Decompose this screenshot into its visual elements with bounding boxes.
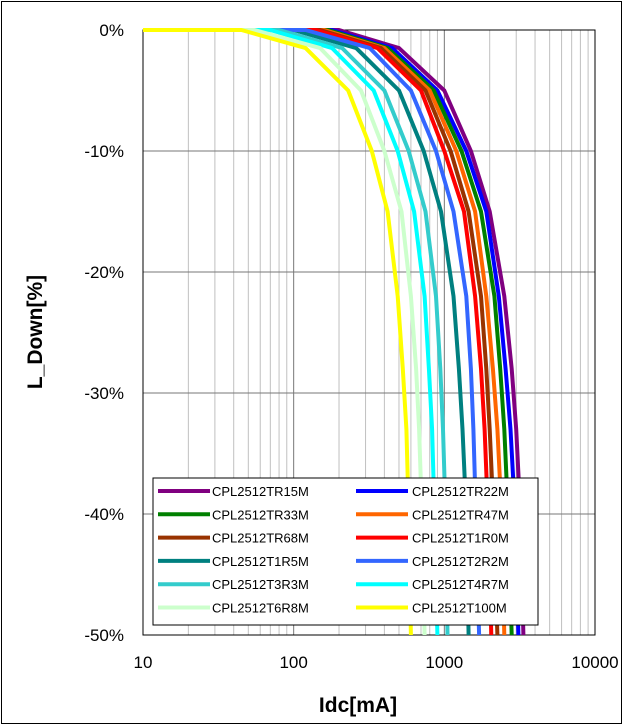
legend-label: CPL2512T2R2M xyxy=(412,554,509,569)
x-tick-label: 100 xyxy=(279,653,307,672)
x-axis-title: Idc[mA] xyxy=(319,694,397,717)
y-tick-label: -50% xyxy=(84,626,124,645)
x-tick-label: 1000 xyxy=(425,653,463,672)
series-line-CPL2512T6R8M xyxy=(143,28,427,636)
y-tick-labels: 0% -10% -20% -30% -40% -50% xyxy=(84,21,124,645)
y-tick-label: -20% xyxy=(84,263,124,282)
legend: CPL2512TR15M CPL2512TR22M CPL2512TR33M CPL2… xyxy=(152,477,539,626)
plot-border xyxy=(142,29,596,636)
legend-label: CPL2512TR15M xyxy=(212,484,309,499)
legend-label: CPL2512T100M xyxy=(412,601,507,616)
series-line-CPL2512T1R5M xyxy=(143,28,471,636)
x-tick-label: 10 xyxy=(134,653,153,672)
series-line-CPL2512T1R0M xyxy=(143,28,494,636)
series-layer xyxy=(143,28,526,636)
x-tick-labels: 10 100 1000 10000 xyxy=(134,653,619,672)
legend-label: CPL2512TR33M xyxy=(212,507,309,522)
legend-label: CPL2512T1R5M xyxy=(212,554,309,569)
y-tick-label: -30% xyxy=(84,384,124,403)
legend-label: CPL2512T4R7M xyxy=(412,577,509,592)
x-tick-label: 10000 xyxy=(571,653,618,672)
legend-box xyxy=(152,477,539,626)
legend-label: CPL2512T6R8M xyxy=(212,601,309,616)
series-line-CPL2512T100M xyxy=(143,28,413,636)
series-line-CPL2512T2R2M xyxy=(143,28,482,636)
y-tick-label: 0% xyxy=(99,21,124,40)
legend-label: CPL2512TR68M xyxy=(212,531,309,546)
legend-label: CPL2512T3R3M xyxy=(212,577,309,592)
y-axis-title: L_Down[%] xyxy=(24,275,47,389)
legend-label: CPL2512TR47M xyxy=(412,507,509,522)
legend-label: CPL2512T1R0M xyxy=(412,531,509,546)
y-tick-label: -10% xyxy=(84,142,124,161)
y-tick-label: -40% xyxy=(84,505,124,524)
series-line-CPL2512T4R7M xyxy=(143,28,440,636)
legend-label: CPL2512TR22M xyxy=(412,484,509,499)
series-line-CPL2512T3R3M xyxy=(143,28,450,636)
